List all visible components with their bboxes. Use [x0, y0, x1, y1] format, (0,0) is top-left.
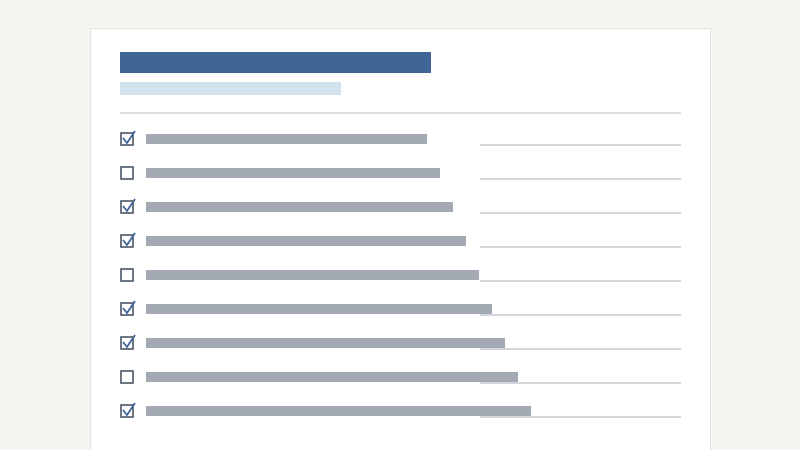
title-placeholder [120, 52, 431, 73]
item-text-placeholder [146, 338, 505, 348]
checklist-row [120, 166, 681, 180]
subtitle-placeholder [120, 82, 341, 95]
checklist-row [120, 300, 681, 316]
item-text-placeholder [146, 406, 531, 416]
item-text-placeholder [146, 236, 466, 246]
item-text-placeholder [146, 134, 427, 144]
checkbox-checked[interactable] [120, 132, 134, 146]
item-text-placeholder [146, 168, 440, 178]
item-text-placeholder [146, 304, 492, 314]
checklist-row [120, 198, 681, 214]
checklist-row [120, 370, 681, 384]
checklist [120, 130, 681, 418]
checkbox-checked[interactable] [120, 200, 134, 214]
checklist-row [120, 268, 681, 282]
checkbox[interactable] [120, 268, 134, 282]
checkbox[interactable] [120, 370, 134, 384]
checkmark [122, 232, 136, 247]
checkmark [122, 300, 136, 315]
checklist-row [120, 402, 681, 418]
checklist-row [120, 334, 681, 350]
item-text-placeholder [146, 270, 479, 280]
checkmark [122, 334, 136, 349]
checkbox-checked[interactable] [120, 302, 134, 316]
item-text-placeholder [146, 202, 453, 212]
checklist-row [120, 130, 681, 146]
checkmark [122, 402, 136, 417]
checkbox-checked[interactable] [120, 404, 134, 418]
checkmark [122, 198, 136, 213]
checkmark [122, 130, 136, 145]
checklist-row [120, 232, 681, 248]
checkbox-checked[interactable] [120, 336, 134, 350]
item-text-placeholder [146, 372, 518, 382]
checkbox-checked[interactable] [120, 234, 134, 248]
checkbox[interactable] [120, 166, 134, 180]
